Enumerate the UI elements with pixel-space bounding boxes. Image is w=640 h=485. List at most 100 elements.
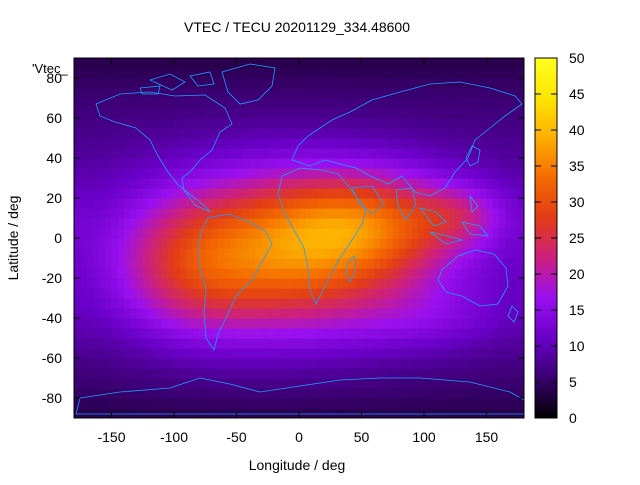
- heatmap-cell: [142, 228, 150, 239]
- heatmap-cell: [511, 208, 519, 219]
- heatmap-cell: [117, 388, 125, 399]
- heatmap-cell: [405, 118, 413, 129]
- heatmap-cell: [117, 168, 125, 179]
- heatmap-cell: [142, 348, 150, 359]
- heatmap-cell: [461, 388, 469, 399]
- heatmap-cell: [261, 168, 269, 179]
- heatmap-cell: [130, 218, 138, 229]
- heatmap-cell: [286, 348, 294, 359]
- heatmap-cell: [130, 278, 138, 289]
- heatmap-cell: [455, 138, 463, 149]
- heatmap-cell: [461, 328, 469, 339]
- heatmap-cell: [261, 248, 269, 259]
- heatmap-cell: [467, 278, 475, 289]
- heatmap-cell: [99, 208, 106, 219]
- heatmap-cell: [474, 328, 481, 339]
- heatmap-cell: [149, 298, 156, 309]
- heatmap-cell: [474, 388, 481, 399]
- heatmap-cell: [342, 308, 350, 319]
- heatmap-cell: [174, 318, 181, 329]
- heatmap-cell: [480, 188, 488, 199]
- heatmap-cell: [299, 408, 306, 418]
- heatmap-cell: [86, 258, 94, 269]
- heatmap-cell: [436, 318, 444, 329]
- heatmap-cell: [167, 348, 175, 359]
- heatmap-cell: [230, 168, 238, 179]
- heatmap-cell: [80, 188, 88, 199]
- heatmap-cell: [324, 58, 331, 69]
- heatmap-cell: [505, 198, 513, 209]
- heatmap-cell: [105, 118, 113, 129]
- heatmap-cell: [361, 248, 369, 259]
- heatmap-cell: [230, 398, 238, 409]
- heatmap-cell: [99, 168, 106, 179]
- heatmap-cell: [292, 248, 300, 259]
- heatmap-cell: [80, 348, 88, 359]
- heatmap-cell: [267, 368, 275, 379]
- heatmap-cell: [424, 68, 431, 79]
- heatmap-cell: [424, 408, 431, 418]
- heatmap-cell: [217, 198, 225, 209]
- heatmap-cell: [230, 288, 238, 299]
- heatmap-cell: [374, 318, 381, 329]
- heatmap-cell: [311, 148, 319, 159]
- heatmap-cell: [349, 348, 356, 359]
- heatmap-cell: [199, 288, 206, 299]
- x-tick-label: -150: [97, 429, 125, 445]
- heatmap-cell: [267, 178, 275, 189]
- heatmap-cell: [374, 338, 381, 349]
- heatmap-cell: [230, 138, 238, 149]
- heatmap-cell: [330, 358, 338, 369]
- heatmap-cell: [480, 118, 488, 129]
- heatmap-cell: [361, 238, 369, 249]
- heatmap-cell: [192, 158, 200, 169]
- heatmap-cell: [424, 118, 431, 129]
- heatmap-cell: [274, 298, 281, 309]
- heatmap-cell: [499, 288, 506, 299]
- heatmap-cell: [324, 98, 331, 109]
- heatmap-cell: [149, 398, 156, 409]
- heatmap-cell: [192, 178, 200, 189]
- heatmap-cell: [355, 198, 363, 209]
- heatmap-cell: [455, 218, 463, 229]
- heatmap-cell: [242, 128, 250, 139]
- heatmap-cell: [136, 238, 144, 249]
- heatmap-cell: [149, 308, 156, 319]
- heatmap-cell: [461, 168, 469, 179]
- heatmap-cell: [342, 118, 350, 129]
- heatmap-cell: [149, 368, 156, 379]
- heatmap-cell: [111, 78, 119, 89]
- heatmap-cell: [130, 318, 138, 329]
- heatmap-cell: [499, 298, 506, 309]
- heatmap-cell: [324, 148, 331, 159]
- heatmap-cell: [205, 118, 213, 129]
- heatmap-cell: [311, 228, 319, 239]
- heatmap-cell: [124, 258, 131, 269]
- heatmap-cell: [511, 268, 519, 279]
- heatmap-cell: [299, 398, 306, 409]
- heatmap-cell: [80, 378, 88, 389]
- heatmap-cell: [317, 358, 325, 369]
- heatmap-cell: [305, 198, 313, 209]
- heatmap-cell: [486, 178, 494, 189]
- heatmap-cell: [192, 338, 200, 349]
- heatmap-cell: [105, 288, 113, 299]
- heatmap-cell: [517, 138, 524, 149]
- heatmap-cell: [349, 78, 356, 89]
- heatmap-cell: [474, 68, 481, 79]
- heatmap-cell: [111, 208, 119, 219]
- heatmap-cell: [199, 118, 206, 129]
- heatmap-cell: [330, 408, 338, 418]
- heatmap-cell: [411, 268, 419, 279]
- heatmap-cell: [455, 98, 463, 109]
- coastline-new-zealand: [507, 305, 519, 323]
- chart-title: VTEC / TECU 20201129_334.48600: [184, 19, 410, 35]
- heatmap-cell: [217, 248, 225, 259]
- heatmap-cell: [99, 118, 106, 129]
- heatmap-cell: [305, 128, 313, 139]
- heatmap-cell: [192, 318, 200, 329]
- heatmap-cell: [192, 238, 200, 249]
- heatmap-cell: [436, 368, 444, 379]
- heatmap-cell: [342, 208, 350, 219]
